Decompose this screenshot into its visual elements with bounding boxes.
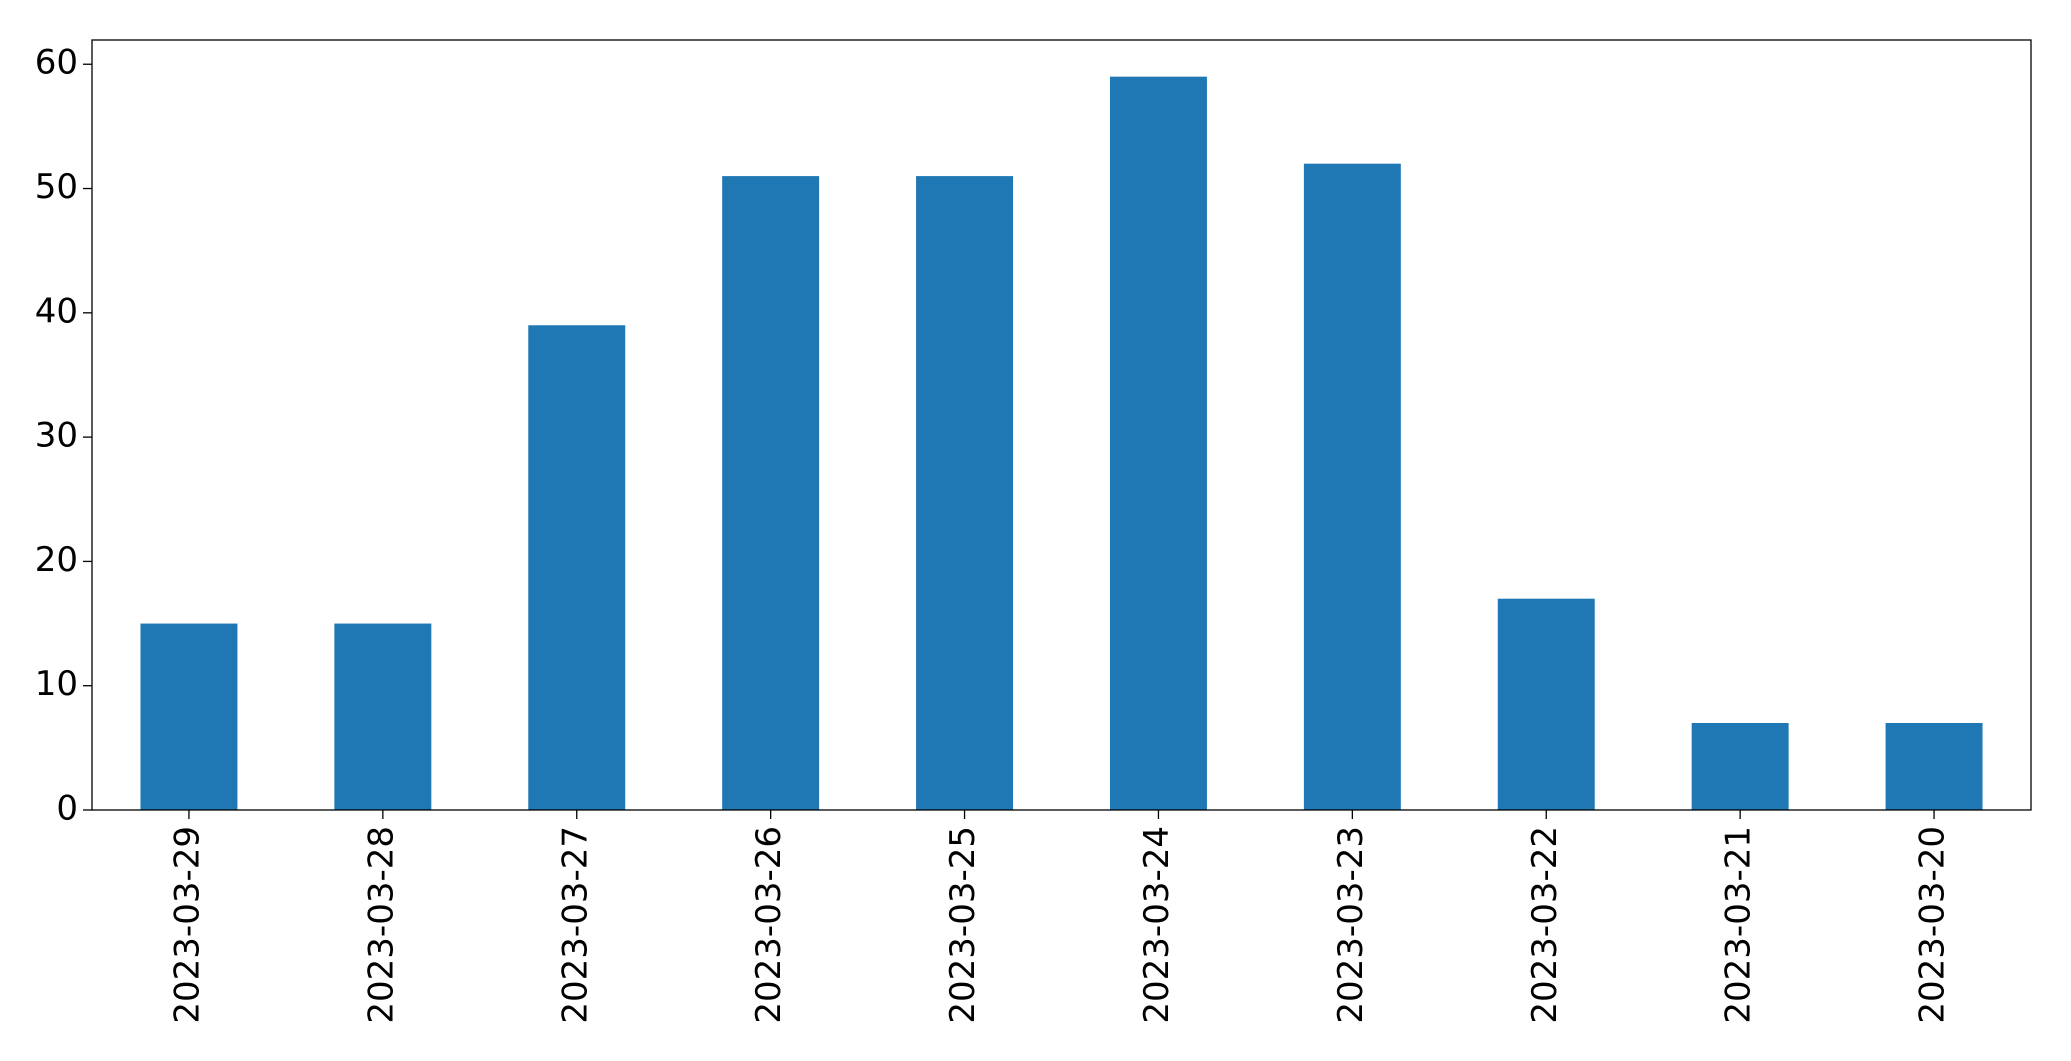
x-tick-label: 2023-03-21 [1719, 826, 1759, 1024]
x-tick-label: 2023-03-27 [555, 826, 595, 1024]
x-tick-label: 2023-03-28 [361, 826, 401, 1024]
bar [1109, 76, 1207, 810]
y-tick-label: 20 [35, 540, 78, 580]
x-tick-label: 2023-03-26 [749, 826, 789, 1024]
plot-frame [91, 39, 2032, 811]
y-tick-label: 30 [35, 416, 78, 456]
bar [916, 176, 1014, 811]
y-tick-label: 40 [35, 291, 78, 331]
x-tick-label: 2023-03-20 [1913, 826, 1953, 1024]
bar [528, 325, 626, 810]
y-tick-label: 10 [35, 664, 78, 704]
bar [334, 623, 432, 810]
x-tick-label: 2023-03-24 [1137, 826, 1177, 1024]
x-tick-label: 2023-03-23 [1331, 826, 1371, 1024]
y-tick-label: 60 [35, 43, 78, 83]
bar [1303, 163, 1401, 811]
y-tick-label: 0 [56, 789, 78, 829]
x-tick-label: 2023-03-29 [167, 826, 207, 1024]
bar [1691, 722, 1789, 810]
bar [1497, 598, 1595, 810]
bar [140, 623, 238, 810]
bar [1885, 722, 1983, 810]
y-tick-label: 50 [35, 167, 78, 207]
x-tick-label: 2023-03-22 [1525, 826, 1565, 1024]
bar [722, 176, 820, 811]
x-tick-label: 2023-03-25 [943, 826, 983, 1024]
